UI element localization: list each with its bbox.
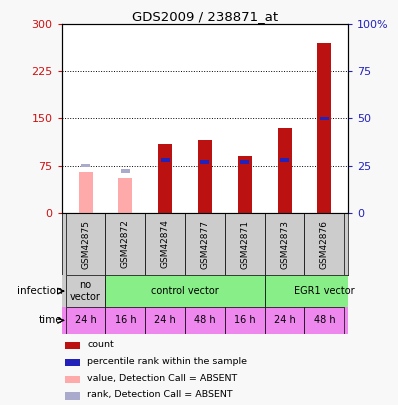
Text: 16 h: 16 h xyxy=(234,315,256,325)
Text: count: count xyxy=(88,340,114,349)
Text: GSM42873: GSM42873 xyxy=(280,220,289,269)
Bar xyxy=(185,213,225,275)
Bar xyxy=(64,342,80,350)
Bar xyxy=(81,164,90,167)
Bar xyxy=(318,43,332,213)
Bar xyxy=(105,307,145,334)
Bar xyxy=(64,359,80,366)
Text: EGR1 vector: EGR1 vector xyxy=(294,286,355,296)
Bar xyxy=(280,158,289,162)
Bar xyxy=(161,158,170,162)
Bar xyxy=(201,160,209,164)
Bar xyxy=(64,375,80,383)
Title: GDS2009 / 238871_at: GDS2009 / 238871_at xyxy=(132,10,278,23)
Bar xyxy=(105,275,265,307)
Text: rank, Detection Call = ABSENT: rank, Detection Call = ABSENT xyxy=(88,390,233,399)
Bar xyxy=(278,128,291,213)
Text: 24 h: 24 h xyxy=(75,315,96,325)
Bar xyxy=(119,178,132,213)
Text: value, Detection Call = ABSENT: value, Detection Call = ABSENT xyxy=(88,374,238,383)
Bar xyxy=(265,213,304,275)
Bar xyxy=(304,307,344,334)
Text: GSM42874: GSM42874 xyxy=(161,220,170,269)
Bar xyxy=(265,307,304,334)
Bar xyxy=(105,213,145,275)
Text: time: time xyxy=(39,315,62,325)
Text: GSM42876: GSM42876 xyxy=(320,220,329,269)
Bar xyxy=(145,213,185,275)
Text: control vector: control vector xyxy=(151,286,219,296)
Bar xyxy=(121,169,130,173)
Text: no
vector: no vector xyxy=(70,280,101,302)
Bar xyxy=(320,117,329,120)
Bar xyxy=(66,213,105,275)
Bar xyxy=(66,275,105,307)
Bar xyxy=(238,156,252,213)
Bar xyxy=(158,144,172,213)
Bar xyxy=(64,392,80,400)
Text: percentile rank within the sample: percentile rank within the sample xyxy=(88,357,248,366)
Text: 24 h: 24 h xyxy=(154,315,176,325)
Bar xyxy=(304,213,344,275)
Bar xyxy=(185,307,225,334)
Text: 48 h: 48 h xyxy=(194,315,216,325)
Text: GSM42877: GSM42877 xyxy=(201,220,209,269)
Text: 24 h: 24 h xyxy=(274,315,295,325)
Bar xyxy=(225,307,265,334)
Text: 48 h: 48 h xyxy=(314,315,335,325)
Text: infection: infection xyxy=(17,286,62,296)
Bar xyxy=(240,160,249,164)
Text: GSM42872: GSM42872 xyxy=(121,220,130,269)
Text: GSM42875: GSM42875 xyxy=(81,220,90,269)
Bar xyxy=(145,307,185,334)
Text: 16 h: 16 h xyxy=(115,315,136,325)
Bar xyxy=(225,213,265,275)
Bar xyxy=(198,141,212,213)
Text: GSM42871: GSM42871 xyxy=(240,220,249,269)
Bar xyxy=(66,307,105,334)
Bar xyxy=(265,275,384,307)
Bar xyxy=(78,172,92,213)
